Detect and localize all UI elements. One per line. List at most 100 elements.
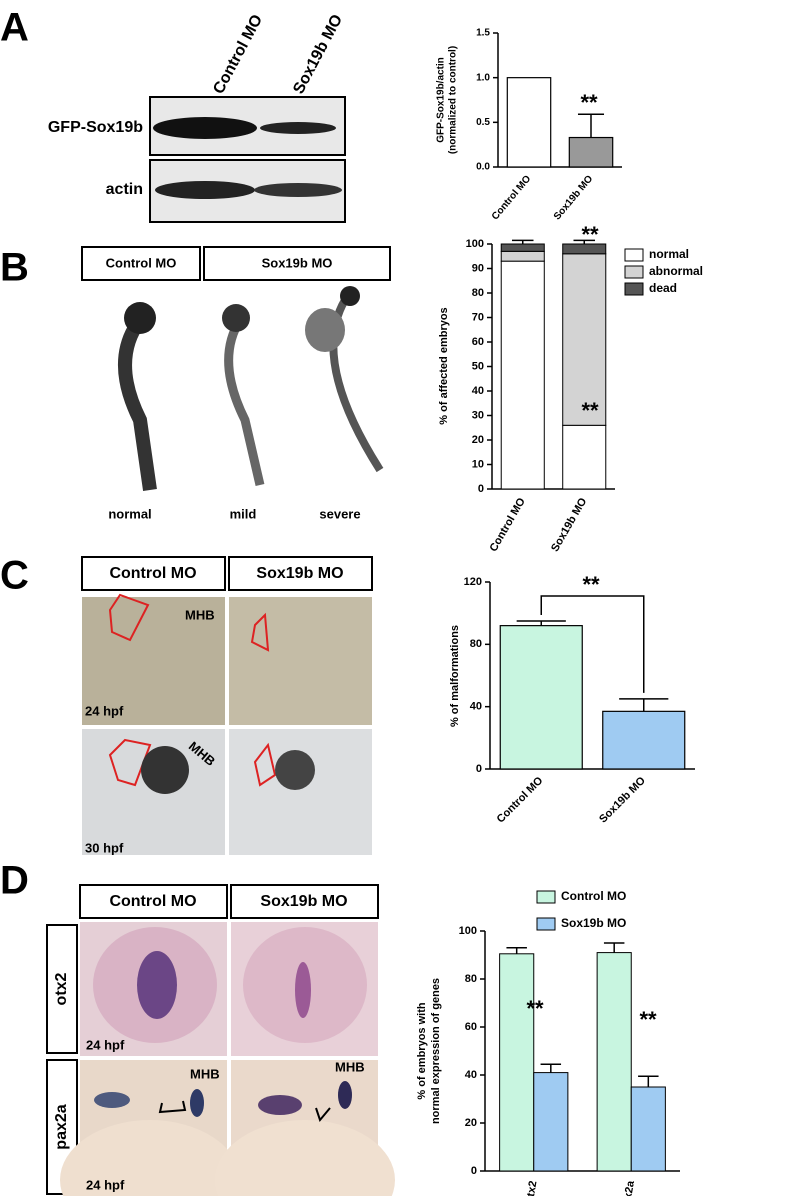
y-tick-label: 80: [470, 638, 482, 650]
y-tick-label: 1.5: [476, 28, 490, 39]
y-tick-label: 0: [476, 763, 482, 775]
band: [254, 183, 342, 197]
image-label: 24 hpf: [86, 1177, 125, 1192]
header-box: [230, 884, 379, 919]
error-bar: [573, 239, 596, 244]
y-axis-label: GFP-Sox19b/actin: [436, 57, 447, 143]
image-label: 24 hpf: [85, 703, 124, 718]
bar-segment: [500, 260, 545, 490]
x-tick-label: Sox19b MO: [552, 173, 596, 222]
lane-label: Control MO: [210, 12, 266, 97]
header-box: [81, 246, 201, 281]
header: Sox19b MO: [260, 893, 347, 910]
lane-label: Sox19b MO: [290, 12, 346, 97]
error-bar: [511, 239, 534, 244]
embryo-images: [82, 593, 372, 855]
image-label: 24 hpf: [86, 1037, 125, 1052]
y-tick-label: 50: [472, 360, 484, 372]
y-tick-label: 0.0: [476, 162, 490, 173]
y-tick-label: 60: [465, 1021, 477, 1033]
error-bar: [577, 113, 605, 138]
y-tick-label: 20: [472, 434, 484, 446]
bar: [568, 136, 614, 168]
header-box: [81, 556, 226, 591]
y-tick-label: 40: [470, 701, 482, 713]
band: [260, 122, 336, 134]
y-tick-label: 80: [465, 973, 477, 985]
annotation: **: [582, 572, 600, 597]
y-tick-label: 0.5: [476, 117, 490, 128]
bar: [596, 952, 632, 1172]
x-tick-label: Sox19b MO: [549, 496, 590, 554]
row-label: actin: [106, 181, 143, 198]
legend-label: Sox19b MO: [561, 916, 626, 930]
legend-label: Control MO: [561, 889, 626, 903]
bar-segment: [562, 424, 607, 490]
legend-swatch: [624, 265, 644, 279]
header: Control MO: [109, 893, 196, 910]
band: [153, 117, 257, 139]
y-tick-label: 30: [472, 409, 484, 421]
x-tick-label: Control MO: [495, 774, 546, 825]
annotation: **: [580, 90, 598, 115]
bar-segment: [500, 243, 545, 252]
row-label: otx2: [53, 972, 70, 1005]
row-box: [46, 924, 78, 1054]
y-tick-label: 40: [465, 1069, 477, 1081]
caption: normal: [108, 506, 151, 521]
header: Control MO: [106, 255, 177, 270]
annotation: **: [581, 222, 599, 247]
y-tick-label: 100: [466, 238, 484, 250]
error-bar: [638, 1075, 659, 1087]
bar: [499, 953, 535, 1172]
y-tick-label: 0: [478, 483, 484, 495]
legend-swatch: [536, 917, 556, 931]
y-tick-label: 80: [472, 287, 484, 299]
bar-segment: [500, 250, 545, 262]
bar-segment: [562, 253, 607, 426]
annotation: **: [526, 996, 544, 1021]
bar: [602, 710, 686, 770]
caption: mild: [230, 506, 257, 521]
error-bar: [540, 1063, 562, 1073]
panel-label: A: [0, 6, 29, 50]
header: Sox19b MO: [256, 565, 343, 582]
image-label: 30 hpf: [85, 840, 124, 855]
error-bar: [603, 942, 625, 953]
y-tick-label: 100: [459, 925, 477, 937]
y-tick-label: 90: [472, 262, 484, 274]
y-tick-label: 40: [472, 385, 484, 397]
embryo-images: [60, 922, 395, 1196]
x-tick-label: Control MO: [490, 173, 534, 222]
image-label: MHB: [335, 1059, 365, 1074]
y-tick-label: 120: [464, 576, 482, 588]
x-tick-label: Control MO: [488, 496, 529, 554]
legend-swatch: [624, 248, 644, 262]
header-box: [79, 884, 228, 919]
header: Control MO: [109, 565, 196, 582]
y-tick-label: 60: [472, 336, 484, 348]
panel-label: C: [0, 554, 29, 598]
y-axis-label: % of embryos with: [416, 1002, 428, 1099]
legend-label: abnormal: [649, 264, 703, 278]
error-bar: [619, 698, 669, 712]
bar: [506, 77, 552, 168]
significance-bracket: [540, 595, 645, 693]
y-tick-label: 70: [472, 311, 484, 323]
x-tick-label: pax2a: [620, 1179, 637, 1196]
image-label: MHB: [185, 607, 215, 622]
legend-swatch: [536, 890, 556, 904]
header-box: [228, 556, 373, 591]
y-axis-label: % of affected embryos: [438, 307, 450, 424]
row-label: GFP-Sox19b: [48, 119, 143, 136]
y-tick-label: 0: [471, 1165, 477, 1177]
bar: [630, 1086, 666, 1172]
error-bar: [506, 947, 527, 954]
error-bar: [516, 620, 566, 626]
image-label: MHB: [190, 1066, 220, 1081]
bar: [499, 625, 583, 770]
bar: [533, 1072, 569, 1172]
y-tick-label: 10: [472, 458, 484, 470]
caption: severe: [319, 506, 360, 521]
